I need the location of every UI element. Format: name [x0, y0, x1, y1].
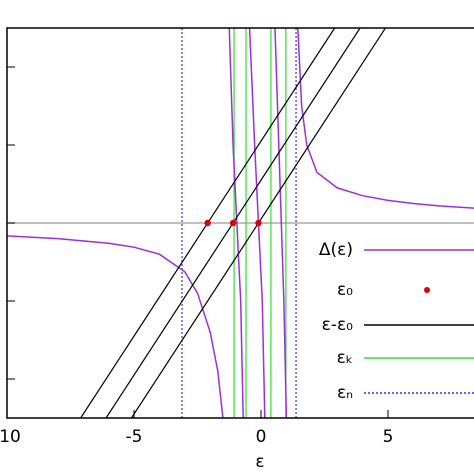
x-tick-label: 5	[383, 427, 394, 447]
legend-label: Δ(ε)	[319, 240, 353, 260]
root-point	[229, 219, 237, 227]
root-point	[255, 219, 262, 227]
x-tick-label: 0	[256, 427, 267, 447]
legend-swatch	[424, 287, 430, 293]
x-tick-label: -10	[0, 427, 21, 447]
legend-label: ε-ε₀	[322, 315, 354, 335]
legend-label: εₙ	[337, 383, 353, 403]
root-point	[204, 219, 211, 227]
plot-frame	[6, 27, 474, 419]
legend-label: εₖ	[337, 348, 353, 368]
legend-label: ε₀	[337, 280, 353, 300]
plot-area	[7, 28, 474, 418]
x-tick-label: -5	[126, 427, 143, 447]
x-axis-title: ε	[255, 452, 264, 472]
